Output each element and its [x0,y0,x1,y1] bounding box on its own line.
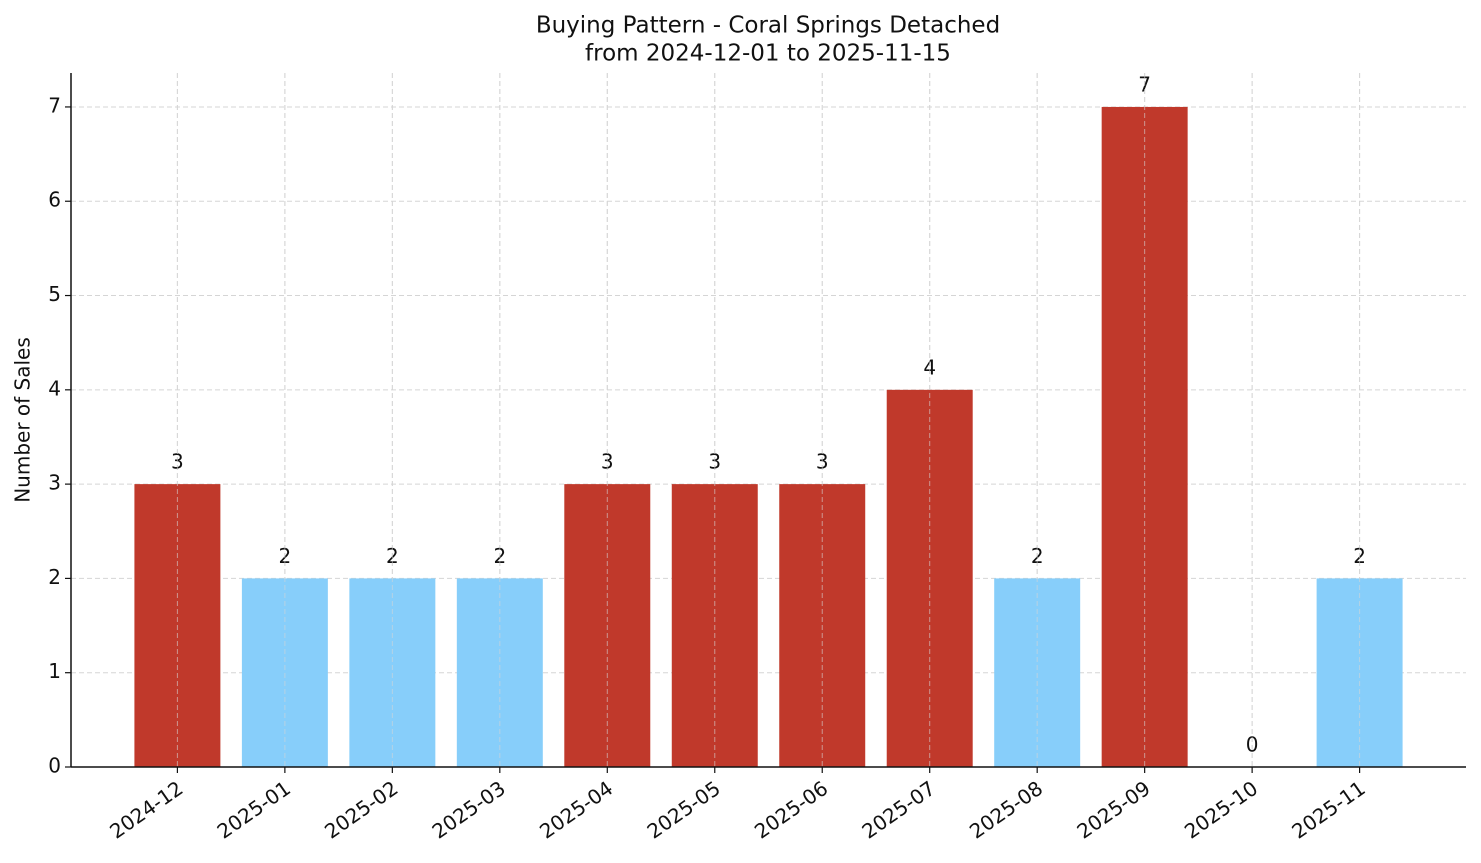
x-tick-label: 2025-11 [1287,776,1369,844]
x-tick-label: 2025-08 [965,776,1047,844]
y-tick-label: 4 [48,376,61,400]
value-label: 4 [923,355,936,379]
x-tick-label: 2025-04 [535,776,617,844]
y-tick-label: 6 [48,188,61,212]
chart-title: Buying Pattern - Coral Springs Detached [536,13,1000,39]
y-axis-label: Number of Sales [11,337,35,503]
x-tick-label: 2025-03 [428,776,510,844]
y-tick-label: 5 [48,282,61,306]
x-tick-label: 2025-09 [1072,776,1154,844]
x-tick-label: 2025-02 [320,776,402,844]
y-tick-label: 0 [48,754,61,778]
x-tick-label: 2025-05 [643,776,725,844]
y-tick-label: 1 [48,659,61,683]
value-label: 0 [1246,733,1259,757]
chart-subtitle: from 2024-12-01 to 2025-11-15 [585,41,951,67]
x-tick-label: 2025-10 [1180,776,1262,844]
x-tick-label: 2025-07 [858,776,940,844]
y-tick-label: 7 [48,93,61,117]
x-tick-label: 2024-12 [105,776,187,844]
x-tick-label: 2025-01 [213,776,295,844]
y-tick-label: 3 [48,471,61,495]
y-tick-label: 2 [48,565,61,589]
x-tick-label: 2025-06 [750,776,832,844]
